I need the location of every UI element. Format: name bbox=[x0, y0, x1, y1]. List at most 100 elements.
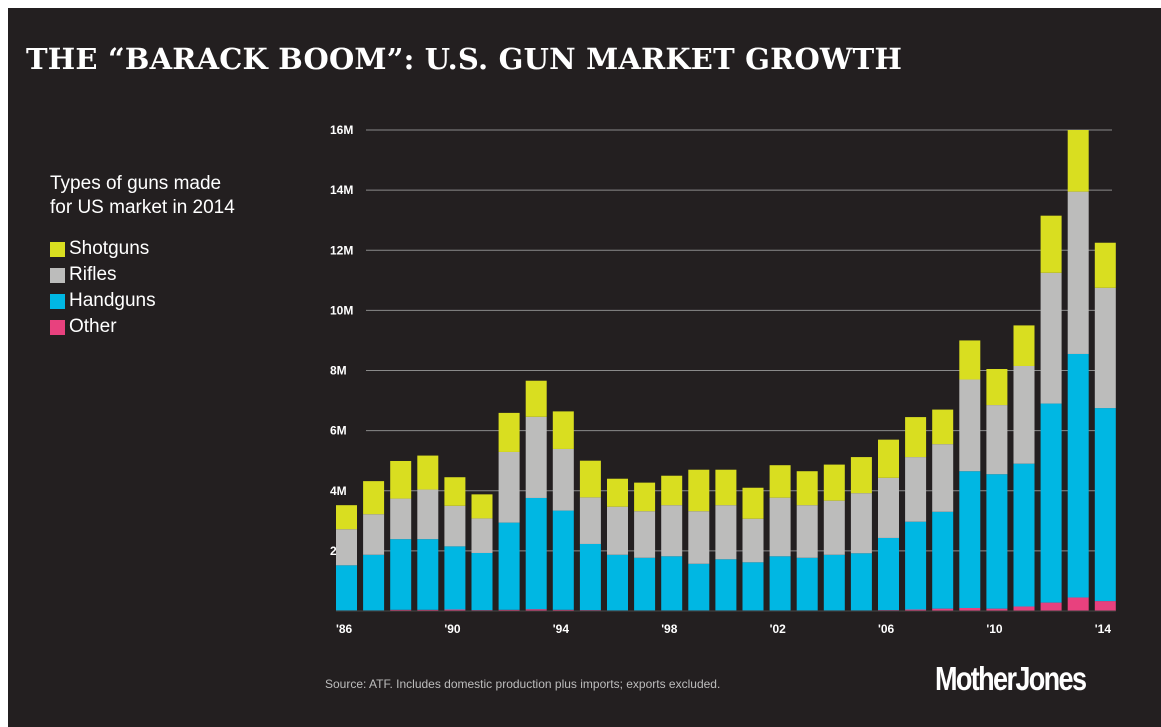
bar-segment-rifles bbox=[471, 518, 493, 553]
bar-segment-shotguns bbox=[1013, 325, 1035, 366]
bar-segment-handguns bbox=[959, 471, 981, 608]
bar-segment-handguns bbox=[932, 511, 954, 609]
legend: Types of guns made for US market in 2014… bbox=[50, 172, 250, 340]
bar-segment-shotguns bbox=[1094, 242, 1116, 288]
bar-segment-rifles bbox=[417, 489, 439, 540]
bar-segment-shotguns bbox=[823, 464, 845, 501]
bar-segment-shotguns bbox=[1067, 130, 1089, 192]
bar-segment-handguns bbox=[552, 510, 574, 610]
bar-segment-shotguns bbox=[363, 481, 385, 515]
legend-item-handguns: Handguns bbox=[50, 288, 250, 314]
bar-segment-shotguns bbox=[796, 471, 818, 506]
bar-segment-shotguns bbox=[471, 494, 493, 519]
bar-segment-shotguns bbox=[742, 487, 764, 519]
bar-segment-handguns bbox=[742, 562, 764, 611]
bar-segment-shotguns bbox=[525, 380, 547, 417]
bar-segment-handguns bbox=[634, 557, 656, 611]
bar-segment-handguns bbox=[661, 556, 683, 611]
x-tick-label: '98 bbox=[661, 622, 678, 636]
bar-segment-rifles bbox=[363, 514, 385, 555]
source-note: Source: ATF. Includes domestic productio… bbox=[325, 677, 721, 691]
bar-segment-handguns bbox=[688, 563, 710, 611]
bar-segment-rifles bbox=[986, 405, 1008, 475]
bar-segment-handguns bbox=[1067, 353, 1089, 598]
bar-segment-other bbox=[1013, 606, 1035, 611]
bar-segment-other bbox=[390, 609, 412, 611]
bar-segment-shotguns bbox=[959, 340, 981, 380]
x-tick-label: '86 bbox=[336, 622, 353, 636]
bar-segment-rifles bbox=[769, 497, 791, 557]
bar-segment-handguns bbox=[850, 553, 872, 611]
bar-segment-rifles bbox=[1040, 272, 1062, 404]
bar-segment-other bbox=[525, 609, 547, 611]
bar-segment-handguns bbox=[1013, 463, 1035, 607]
legend-swatch-rifles bbox=[50, 267, 65, 283]
mother-jones-logo: MotherJones bbox=[935, 660, 1087, 697]
bar-segment-other bbox=[1040, 602, 1062, 611]
bar-segment-handguns bbox=[986, 474, 1008, 609]
bar-segment-other bbox=[959, 607, 981, 611]
bar-segment-rifles bbox=[525, 416, 547, 498]
bar-segment-handguns bbox=[471, 552, 493, 611]
x-tick-label: '90 bbox=[444, 622, 461, 636]
bar-segment-rifles bbox=[742, 518, 764, 563]
x-tick-label: '06 bbox=[878, 622, 895, 636]
bar-segment-shotguns bbox=[579, 460, 601, 498]
bar-segment-rifles bbox=[959, 379, 981, 472]
bar-segment-other bbox=[1094, 601, 1116, 611]
x-tick-label: '10 bbox=[986, 622, 1003, 636]
bar-segment-shotguns bbox=[336, 505, 357, 530]
x-tick-label: '94 bbox=[553, 622, 570, 636]
bar-segment-shotguns bbox=[878, 439, 899, 478]
bar-segment-shotguns bbox=[552, 411, 574, 449]
bar-segment-rifles bbox=[905, 457, 927, 522]
bar-segment-handguns bbox=[1040, 403, 1062, 603]
bar-segment-handguns bbox=[1094, 408, 1116, 602]
bar-segment-rifles bbox=[823, 500, 845, 555]
bar-segment-rifles bbox=[1094, 287, 1116, 409]
bar-segment-rifles bbox=[579, 497, 601, 544]
bar-segment-rifles bbox=[878, 477, 899, 538]
bar-segment-rifles bbox=[688, 511, 710, 564]
bar-segment-other bbox=[1067, 597, 1089, 611]
bar-segment-handguns bbox=[363, 554, 385, 611]
y-tick-label: 12M bbox=[330, 243, 353, 257]
bar-segment-handguns bbox=[336, 565, 357, 611]
bar-segment-rifles bbox=[1013, 365, 1035, 464]
bar-segment-shotguns bbox=[932, 409, 954, 445]
bar-segment-other bbox=[498, 609, 520, 611]
legend-label-rifles: Rifles bbox=[69, 264, 117, 285]
bar-segment-shotguns bbox=[905, 417, 927, 458]
y-tick-label: 4M bbox=[330, 484, 347, 498]
bar-segment-handguns bbox=[444, 546, 466, 610]
bar-segment-shotguns bbox=[390, 460, 412, 499]
chart-title: THE “BARACK BOOM”: U.S. GUN MARKET GROWT… bbox=[26, 42, 903, 76]
x-tick-label: '02 bbox=[770, 622, 787, 636]
bar-segment-other bbox=[986, 608, 1008, 611]
bar-segment-rifles bbox=[498, 451, 520, 523]
bar-segment-shotguns bbox=[986, 368, 1008, 406]
bar-segment-rifles bbox=[850, 493, 872, 554]
bar-segment-other bbox=[552, 609, 574, 611]
bar-segment-handguns bbox=[417, 539, 439, 610]
y-tick-label: 10M bbox=[330, 303, 353, 317]
bar-segment-rifles bbox=[607, 506, 628, 555]
bar-segment-handguns bbox=[607, 554, 628, 611]
legend-swatch-other bbox=[50, 319, 65, 335]
bar-segment-shotguns bbox=[661, 475, 683, 506]
bar-segment-handguns bbox=[579, 543, 601, 611]
bar-segment-rifles bbox=[336, 529, 357, 566]
bar-segment-other bbox=[932, 608, 954, 611]
bar-segment-rifles bbox=[932, 444, 954, 512]
bar-segment-handguns bbox=[390, 539, 412, 610]
y-tick-label: 14M bbox=[330, 183, 353, 197]
legend-label-shotguns: Shotguns bbox=[69, 238, 150, 259]
bar-segment-shotguns bbox=[634, 482, 656, 512]
legend-swatch-shotguns bbox=[50, 241, 65, 257]
legend-item-shotguns: Shotguns bbox=[50, 236, 250, 262]
bar-segment-shotguns bbox=[688, 469, 710, 512]
bar-segment-handguns bbox=[796, 557, 818, 611]
bar-segment-rifles bbox=[661, 505, 683, 557]
legend-title: Types of guns made for US market in 2014 bbox=[50, 173, 235, 218]
bar-segment-shotguns bbox=[498, 412, 520, 452]
